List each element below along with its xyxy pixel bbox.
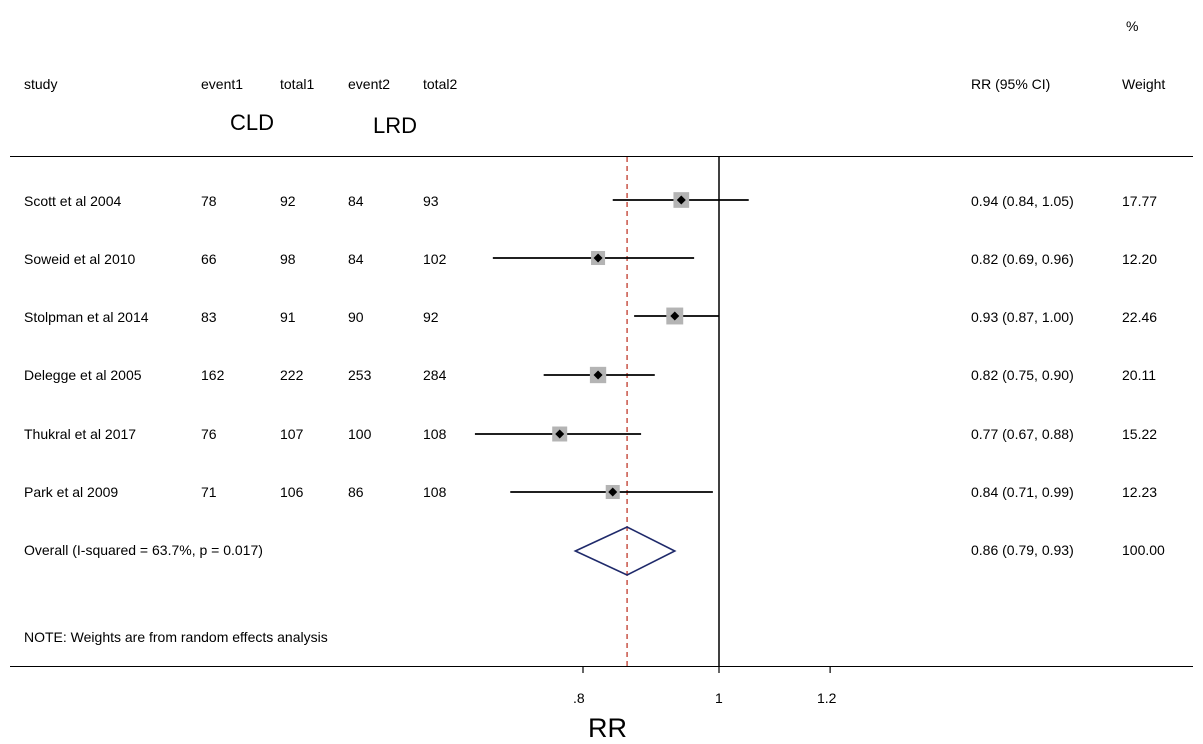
header-event2: event2: [348, 76, 391, 92]
header-study: study: [24, 76, 58, 92]
study-total2: 284: [423, 367, 447, 383]
header-total1: total1: [280, 76, 315, 92]
study-rr-text: 0.82 (0.69, 0.96): [971, 251, 1074, 267]
tick-label-1: 1: [715, 690, 723, 706]
study-rr-text: 0.77 (0.67, 0.88): [971, 426, 1074, 442]
study-event2: 86: [348, 484, 364, 500]
study-total1: 107: [280, 426, 304, 442]
axis-line: [10, 666, 1193, 667]
tick-label-0.8: .8: [573, 690, 585, 706]
study-event2: 100: [348, 426, 372, 442]
study-name: Scott et al 2004: [24, 193, 122, 209]
study-total1: 92: [280, 193, 296, 209]
study-rr-text: 0.93 (0.87, 1.00): [971, 309, 1074, 325]
overall-weight: 100.00: [1122, 542, 1165, 558]
study-name: Park et al 2009: [24, 484, 119, 500]
header-event1: event1: [201, 76, 244, 92]
study-weight: 17.77: [1122, 193, 1158, 209]
study-weight: 12.23: [1122, 484, 1158, 500]
study-total2: 92: [423, 309, 439, 325]
study-name: Thukral et al 2017: [24, 426, 137, 442]
study-total1: 98: [280, 251, 296, 267]
point-estimate: [593, 370, 603, 380]
study-event1: 76: [201, 426, 217, 442]
overall-rr-ci: 0.86 (0.79, 0.93): [971, 542, 1074, 558]
x-axis-title: RR: [588, 713, 627, 743]
header-divider: [10, 156, 1193, 157]
point-estimate: [670, 311, 680, 321]
header-weight: Weight: [1122, 76, 1166, 92]
point-estimate: [608, 487, 618, 497]
group1-label: CLD: [230, 110, 275, 135]
study-total1: 222: [280, 367, 304, 383]
study-rr-text: 0.82 (0.75, 0.90): [971, 367, 1074, 383]
overall-label: Overall (I-squared = 63.7%, p = 0.017): [24, 542, 263, 558]
point-estimate: [555, 429, 565, 439]
study-event1: 66: [201, 251, 217, 267]
study-total2: 108: [423, 426, 447, 442]
study-name: Delegge et al 2005: [24, 367, 142, 383]
study-rr-text: 0.94 (0.84, 1.05): [971, 193, 1074, 209]
study-weight: 22.46: [1122, 309, 1158, 325]
study-event2: 90: [348, 309, 364, 325]
study-event2: 253: [348, 367, 372, 383]
study-event1: 71: [201, 484, 217, 500]
study-event1: 78: [201, 193, 217, 209]
study-total1: 91: [280, 309, 296, 325]
study-weight: 15.22: [1122, 426, 1158, 442]
weights-note: NOTE: Weights are from random effects an…: [24, 629, 328, 645]
study-total2: 102: [423, 251, 447, 267]
study-event1: 83: [201, 309, 217, 325]
study-name: Stolpman et al 2014: [24, 309, 149, 325]
pct-label: %: [1126, 18, 1139, 34]
study-weight: 20.11: [1122, 367, 1156, 383]
study-name: Soweid et al 2010: [24, 251, 136, 267]
tick-label-1.2: 1.2: [817, 690, 837, 706]
study-total2: 93: [423, 193, 439, 209]
point-estimate: [676, 195, 686, 205]
study-weight: 12.20: [1122, 251, 1158, 267]
header-rr-ci: RR (95% CI): [971, 76, 1051, 92]
study-event1: 162: [201, 367, 225, 383]
point-estimate: [593, 253, 603, 263]
study-total2: 108: [423, 484, 447, 500]
overall-diamond: [573, 526, 677, 576]
study-event2: 84: [348, 251, 364, 267]
header-total2: total2: [423, 76, 458, 92]
study-event2: 84: [348, 193, 364, 209]
study-rr-text: 0.84 (0.71, 0.99): [971, 484, 1074, 500]
study-total1: 106: [280, 484, 304, 500]
group2-label: LRD: [373, 113, 418, 138]
